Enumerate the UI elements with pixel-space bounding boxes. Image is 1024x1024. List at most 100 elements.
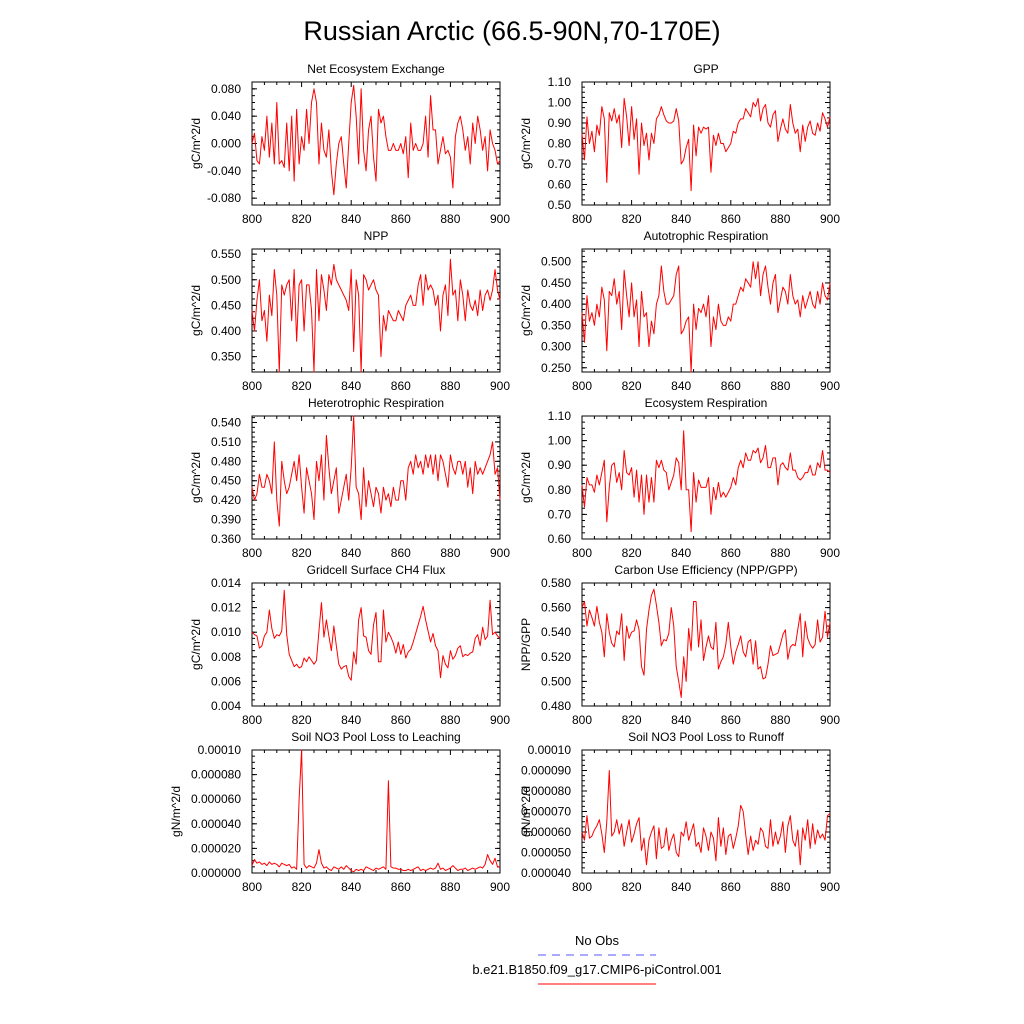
y-tick-label: 0.480 [211, 454, 241, 468]
y-tick-label: 0.540 [211, 415, 241, 429]
y-tick-label: -0.080 [207, 191, 241, 205]
y-tick-label: 0.010 [211, 625, 241, 639]
chart-panel-10: Soil NO3 Pool Loss to Runoff gN/m^2/d 800 8… [519, 730, 840, 894]
series-line [251, 589, 501, 681]
y-tick-label: 0.60 [548, 178, 572, 192]
x-tick-label: 820 [622, 379, 642, 393]
x-tick-label: 900 [820, 379, 840, 393]
x-tick-label: 860 [721, 546, 741, 560]
x-tick-label: 820 [292, 546, 312, 560]
x-tick-label: 900 [820, 713, 840, 727]
y-tick-label: 0.550 [211, 247, 241, 261]
y-tick-label: 0.360 [211, 532, 241, 546]
y-tick-label: 0.350 [541, 318, 571, 332]
chart-title: Autotrophic Respiration [644, 229, 769, 243]
y-tick-label: 0.60 [548, 532, 572, 546]
chart-title: Ecosystem Respiration [645, 396, 768, 410]
x-tick-label: 840 [341, 379, 361, 393]
y-tick-label: 0.000020 [191, 841, 241, 855]
y-tick-label: 0.510 [211, 435, 241, 449]
series-line [251, 84, 501, 196]
x-tick-label: 800 [572, 212, 592, 226]
y-axis-label: gC/m^2/d [189, 619, 203, 670]
x-tick-label: 880 [770, 379, 790, 393]
chart-panel-3: NPP gC/m^2/d 800 820 840 860 880 900 0.350 0.400 0… [189, 229, 510, 393]
plot-frame [581, 81, 831, 206]
y-tick-label: 0.080 [211, 82, 241, 96]
y-tick-label: 0.560 [541, 601, 571, 615]
x-tick-label: 840 [671, 880, 691, 894]
x-tick-label: 800 [572, 880, 592, 894]
chart-panel-5: Heterotrophic Respiration gC/m^2/d 800 820 8… [189, 396, 510, 560]
chart-title: Carbon Use Efficiency (NPP/GPP) [614, 563, 797, 577]
y-tick-label: 0.004 [211, 699, 241, 713]
y-tick-label: 0.000 [211, 137, 241, 151]
x-tick-label: 900 [490, 379, 510, 393]
y-tick-label: 0.00010 [528, 743, 572, 757]
x-tick-label: 900 [490, 880, 510, 894]
y-axis-label: gN/m^2/d [169, 786, 183, 837]
chart-panel-8: Carbon Use Efficiency (NPP/GPP) NPP/GPP 80… [519, 563, 840, 727]
series-line [581, 97, 831, 192]
y-tick-label: 0.008 [211, 650, 241, 664]
y-tick-label: 0.450 [541, 276, 571, 290]
y-axis-label: gN/m^2/d [519, 786, 533, 837]
x-tick-label: 880 [770, 880, 790, 894]
x-tick-label: 800 [242, 713, 262, 727]
plot-frame [251, 582, 501, 707]
x-tick-label: 900 [490, 212, 510, 226]
y-tick-label: 0.70 [548, 157, 572, 171]
plot-frame [251, 81, 501, 206]
y-axis-label: NPP/GPP [519, 618, 533, 671]
x-tick-label: 860 [721, 379, 741, 393]
y-tick-label: 0.006 [211, 674, 241, 688]
x-tick-label: 840 [341, 880, 361, 894]
x-tick-label: 880 [440, 880, 460, 894]
x-tick-label: 900 [490, 713, 510, 727]
x-tick-label: 820 [622, 546, 642, 560]
chart-panel-1: Net Ecosystem Exchange gC/m^2/d 800 820 840 8… [189, 62, 510, 226]
y-tick-label: 0.350 [211, 350, 241, 364]
legend: No Obs b.e21.B1850.f09_g17.CMIP6-piContr… [472, 933, 722, 985]
chart-title: NPP [364, 229, 389, 243]
y-tick-label: 0.014 [211, 576, 241, 590]
x-tick-label: 880 [440, 546, 460, 560]
x-tick-label: 900 [490, 546, 510, 560]
x-tick-label: 800 [572, 546, 592, 560]
y-tick-label: 0.450 [211, 298, 241, 312]
y-tick-label: 1.00 [548, 434, 572, 448]
x-tick-label: 860 [721, 212, 741, 226]
series-line [581, 770, 831, 866]
x-tick-label: 820 [622, 212, 642, 226]
chart-panel-4: Autotrophic Respiration gC/m^2/d 800 820 840… [519, 229, 840, 393]
x-tick-label: 800 [242, 379, 262, 393]
legend-label-model-run: b.e21.B1850.f09_g17.CMIP6-piControl.001 [472, 962, 721, 977]
y-tick-label: 0.500 [211, 273, 241, 287]
y-axis-label: gC/m^2/d [519, 285, 533, 336]
x-tick-label: 820 [292, 880, 312, 894]
x-tick-label: 800 [242, 212, 262, 226]
plot-frame [581, 248, 831, 373]
chart-title: GPP [693, 62, 718, 76]
y-tick-label: 0.420 [211, 493, 241, 507]
x-tick-label: 900 [820, 880, 840, 894]
y-tick-label: 0.80 [548, 137, 572, 151]
x-tick-label: 880 [440, 379, 460, 393]
y-axis-label: gC/m^2/d [519, 118, 533, 169]
y-tick-label: 0.480 [541, 699, 571, 713]
x-tick-label: 860 [391, 379, 411, 393]
chart-panel-9: Soil NO3 Pool Loss to Leaching gN/m^2/d 80… [169, 730, 510, 894]
x-tick-label: 800 [242, 880, 262, 894]
series-line [251, 749, 500, 873]
y-tick-label: 0.000090 [521, 764, 571, 778]
y-axis-label: gC/m^2/d [189, 118, 203, 169]
y-tick-label: 0.500 [541, 255, 571, 269]
y-tick-label: 0.000070 [521, 805, 571, 819]
x-tick-label: 860 [391, 546, 411, 560]
y-axis-label: gC/m^2/d [189, 452, 203, 503]
x-tick-label: 820 [292, 379, 312, 393]
y-tick-label: 1.10 [548, 75, 572, 89]
chart-title: Heterotrophic Respiration [308, 396, 444, 410]
x-tick-label: 880 [770, 546, 790, 560]
